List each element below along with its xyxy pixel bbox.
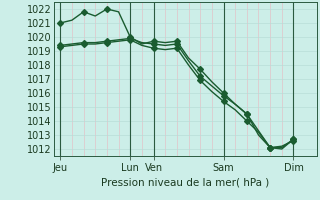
X-axis label: Pression niveau de la mer( hPa ): Pression niveau de la mer( hPa ) [101, 177, 270, 187]
